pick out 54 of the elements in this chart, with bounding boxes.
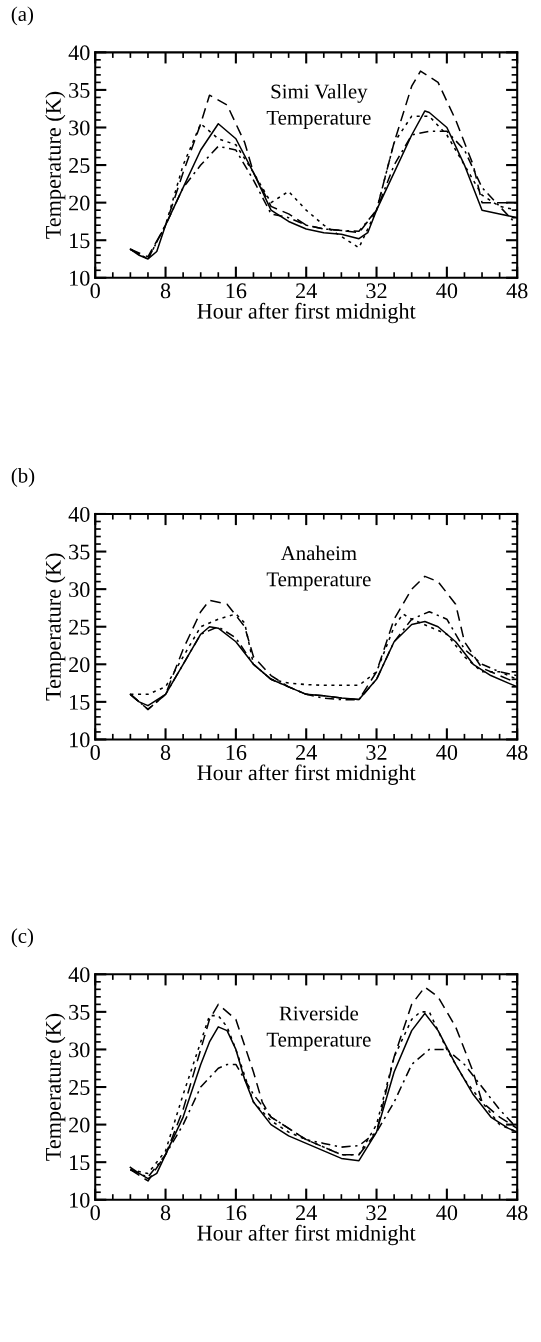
x-tick-label: 16: [226, 745, 247, 760]
x-tick-label: 0: [90, 744, 100, 760]
x-tick-label: 0: [90, 283, 100, 299]
y-tick-label: 40: [68, 506, 90, 522]
y-tick-label: 20: [69, 195, 90, 211]
x-axis-title: Hour after first midnight: [197, 1224, 416, 1246]
y-tick-label: 25: [69, 1080, 90, 1095]
y-tick-label: 35: [69, 82, 90, 98]
y-tick-label: 30: [69, 120, 90, 136]
x-tick-label: 24: [296, 1205, 317, 1221]
chart-title: (b): [11, 468, 35, 487]
x-tick-label: 40: [436, 283, 458, 299]
annotation: Riverside Temperature: [266, 1005, 371, 1051]
y-tick-label: 25: [69, 158, 90, 173]
y-tick-label: 15: [70, 1155, 90, 1171]
x-tick-label: 32: [366, 283, 387, 299]
x-tick-label: 8: [160, 283, 171, 299]
x-tick-label: 8: [160, 744, 171, 760]
y-tick-label: 30: [69, 582, 90, 598]
y-tick-label: 40: [68, 45, 90, 61]
x-tick-label: 48: [506, 1205, 528, 1221]
y-tick-label: 40: [68, 967, 90, 983]
annotation: Simi Valley Temperature: [266, 83, 371, 129]
x-tick-label: 48: [506, 744, 528, 760]
y-tick-label: 10: [70, 270, 90, 286]
x-tick-label: 40: [436, 1205, 458, 1221]
x-tick-label: 0: [90, 1205, 100, 1221]
y-axis-title: Temperature (K): [45, 553, 66, 701]
y-tick-label: 10: [70, 1192, 90, 1208]
chart-title: (a): [11, 6, 34, 26]
x-axis-title: Hour after first midnight: [197, 302, 416, 324]
y-tick-label: 25: [69, 619, 90, 635]
x-tick-label: 24: [296, 745, 317, 760]
x-tick-label: 40: [436, 744, 458, 760]
y-tick-label: 35: [69, 544, 90, 560]
x-tick-label: 16: [226, 283, 247, 299]
annotation: Anaheim Temperature: [266, 545, 371, 591]
x-tick-label: 48: [506, 283, 528, 299]
chart-title: (c): [11, 928, 34, 948]
x-tick-label: 8: [160, 1205, 171, 1221]
y-tick-label: 15: [70, 233, 90, 249]
x-tick-label: 16: [226, 1205, 247, 1221]
y-tick-label: 10: [70, 732, 90, 748]
y-axis-title: Temperature (K): [45, 1013, 66, 1161]
x-tick-label: 24: [296, 283, 317, 299]
y-tick-label: 20: [69, 657, 90, 673]
y-axis-title: Temperature (K): [45, 91, 66, 239]
x-tick-label: 32: [366, 1205, 387, 1221]
y-tick-label: 35: [69, 1004, 90, 1020]
x-axis-title: Hour after first midnight: [197, 764, 416, 785]
y-tick-label: 15: [70, 694, 90, 710]
x-tick-label: 32: [366, 745, 387, 760]
y-tick-label: 20: [69, 1117, 90, 1133]
y-tick-label: 30: [69, 1042, 90, 1058]
